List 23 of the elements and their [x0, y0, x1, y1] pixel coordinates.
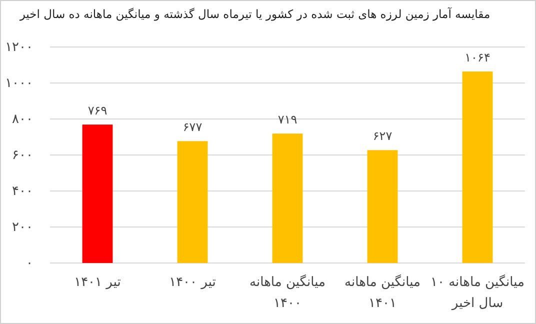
y-tick-label: ۸۰۰	[12, 112, 33, 128]
data-label: ۶۷۷	[182, 120, 203, 134]
x-tick-label: میانگین ماهانه ۱۰ سال اخیر	[430, 274, 525, 311]
x-tick-label: تیر ۱۴۰۱	[74, 275, 122, 290]
x-tick-label: میانگین ماهانه ۱۴۰۱	[344, 274, 420, 311]
bar	[82, 124, 113, 263]
data-label: ۷۱۹	[278, 112, 298, 127]
data-label: ۶۲۷	[372, 129, 393, 144]
bar	[367, 150, 398, 263]
y-tick-label: ۶۰۰	[12, 148, 33, 164]
data-label: ۱۰۶۴	[464, 50, 490, 64]
y-tick-label: ۴۰۰	[12, 184, 33, 200]
x-tick-label: میانگین ماهانه ۱۴۰۰	[250, 274, 326, 311]
bar	[177, 141, 208, 263]
y-tick-label: ۰	[26, 256, 33, 272]
x-tick-label: تیر ۱۴۰۰	[169, 275, 216, 290]
y-tick-label: ۱۲۰۰	[5, 40, 33, 56]
chart-title: مقایسه آمار زمین لرزه های ثبت شده در کشور یا تیرماه سال گذشته و میانگین ماهانه ده سال اخیر	[18, 7, 490, 21]
bar	[272, 134, 303, 263]
data-label: ۷۶۹	[88, 104, 108, 118]
y-tick-label: ۲۰۰	[12, 220, 33, 236]
bar	[462, 71, 493, 263]
y-tick-label: ۱۰۰۰	[5, 76, 33, 92]
